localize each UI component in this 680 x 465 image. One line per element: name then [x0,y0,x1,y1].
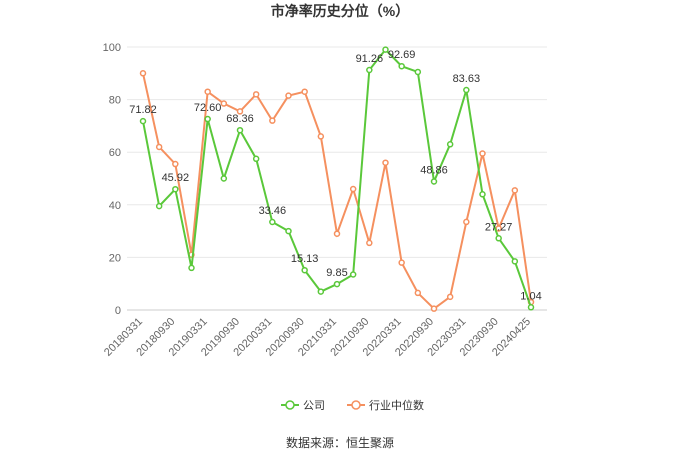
data-label: 71.82 [129,104,157,116]
point [220,175,228,182]
point [236,108,244,115]
point [172,185,179,193]
point [495,235,502,242]
point [511,187,519,194]
point [269,218,276,226]
point [317,288,325,295]
point [285,227,292,235]
data-label: 9.85 [326,267,347,279]
point [301,266,308,274]
data-label: 27.27 [485,221,513,233]
y-tick-label: 60 [109,147,121,159]
point [301,88,308,95]
point [366,239,373,247]
data-label: 91.26 [356,53,384,65]
point [236,126,244,134]
legend-label: 公司 [303,400,325,412]
point [463,86,470,94]
point [366,66,373,74]
point [430,178,438,185]
point [204,88,211,95]
point [382,159,389,166]
data-label: 45.92 [162,172,190,184]
point [188,264,195,272]
point [349,271,357,278]
point [382,46,389,53]
point [333,230,341,237]
point [317,133,325,140]
point [172,160,179,168]
y-tick-label: 0 [115,305,121,317]
data-label: 48.86 [420,164,448,176]
chart-title: 市净率历史分位（%） [271,3,409,19]
legend-marker [351,400,361,410]
legend-item: 公司 [281,400,325,412]
point [155,143,163,151]
data-label: 68.36 [226,113,254,125]
point [155,202,163,210]
source: 数据来源：恒生聚源 [286,435,394,450]
point [430,305,438,312]
point [139,70,147,77]
point [527,304,535,311]
point [414,68,422,76]
point [269,117,276,124]
point [479,191,486,198]
data-label: 92.69 [388,49,416,61]
point [446,141,454,148]
point [139,117,147,125]
y-tick-label: 40 [109,200,121,212]
data-label: 72.60 [194,102,222,114]
y-tick-label: 100 [103,42,121,54]
point [463,218,470,226]
point [414,289,422,297]
legend-label: 行业中位数 [369,398,424,412]
point [285,92,292,99]
point [252,91,260,98]
legend-item: 行业中位数 [347,398,424,412]
data-label: 83.63 [453,73,481,85]
point [479,150,486,157]
point [398,62,405,70]
data-label: 15.13 [291,253,319,265]
point [252,155,260,163]
point [511,258,519,265]
data-label: 33.46 [259,205,287,217]
data-label: 1.04 [520,290,541,302]
point [204,115,211,123]
y-tick-label: 80 [109,95,121,107]
legend-marker [285,400,295,410]
point [446,293,454,301]
point [333,280,341,288]
point [495,225,502,232]
point [349,185,357,193]
point [220,100,228,107]
y-tick-label: 20 [109,252,121,264]
point [398,259,405,266]
